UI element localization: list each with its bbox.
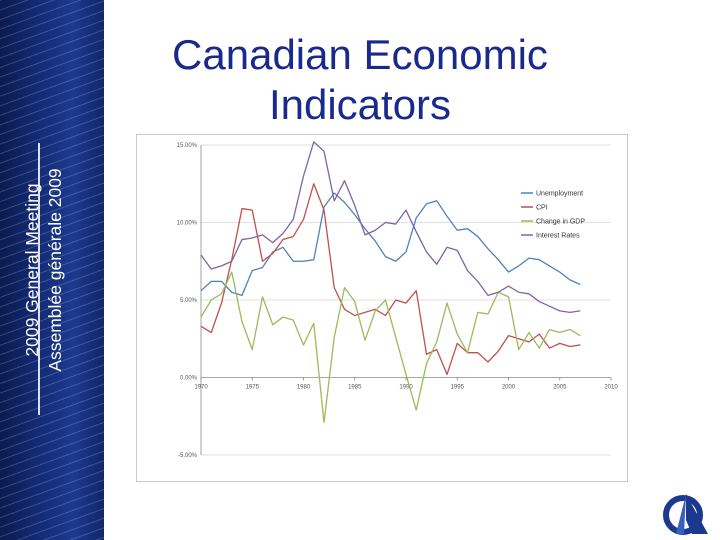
slide-title-line-1: Canadian Economic [172, 31, 548, 78]
y-tick-label: -5.00% [178, 453, 198, 459]
slide-title-line-2: Indicators [268, 81, 452, 128]
chart-frame: 15.00% 10.00% 5.00% 0.00% -5.00% 1970 1975 1980… [136, 134, 628, 482]
x-tick-label: 1970 [194, 385, 208, 391]
series-line-unemployment [200, 192, 581, 297]
x-tick-label: 2010 [604, 385, 618, 391]
line-chart: 15.00% 10.00% 5.00% 0.00% -5.00% 1970 1975 1980… [177, 141, 618, 459]
y-tick-label: 15.00% [177, 143, 198, 149]
sidebar-band: 2009 General Meeting Assemblée générale … [0, 0, 104, 540]
sidebar-divider [38, 143, 40, 415]
legend-label: Unemployment [536, 191, 583, 198]
y-tick-label: 0.00% [180, 376, 198, 382]
series-line-interest-rates [200, 141, 581, 314]
series-line-change-in-gdp [200, 271, 581, 424]
legend-label: CPI [536, 205, 548, 212]
x-tick-label: 1975 [246, 385, 260, 391]
company-logo [663, 494, 708, 535]
x-tick-label: 1990 [399, 385, 413, 391]
y-tick-label: 5.00% [180, 298, 198, 304]
x-tick-label: 1980 [297, 385, 311, 391]
sidebar-caption: 2009 General Meeting Assemblée générale … [21, 115, 65, 425]
x-tick-label: 2005 [553, 385, 567, 391]
x-tick-label: 2000 [502, 385, 516, 391]
x-tick-label: 1985 [348, 385, 362, 391]
sidebar-line-2: Assemblée générale 2009 [45, 168, 65, 372]
y-tick-label: 10.00% [177, 221, 198, 227]
sidebar-line-1: 2009 General Meeting [22, 183, 42, 357]
slide-title: Canadian Economic Indicators [140, 30, 580, 130]
legend-label: Change in GDP [536, 219, 585, 226]
sidebar-texture [0, 0, 104, 540]
series-line-cpi [200, 183, 581, 376]
x-tick-label: 1995 [451, 385, 465, 391]
legend-label: Interest Rates [536, 233, 580, 240]
